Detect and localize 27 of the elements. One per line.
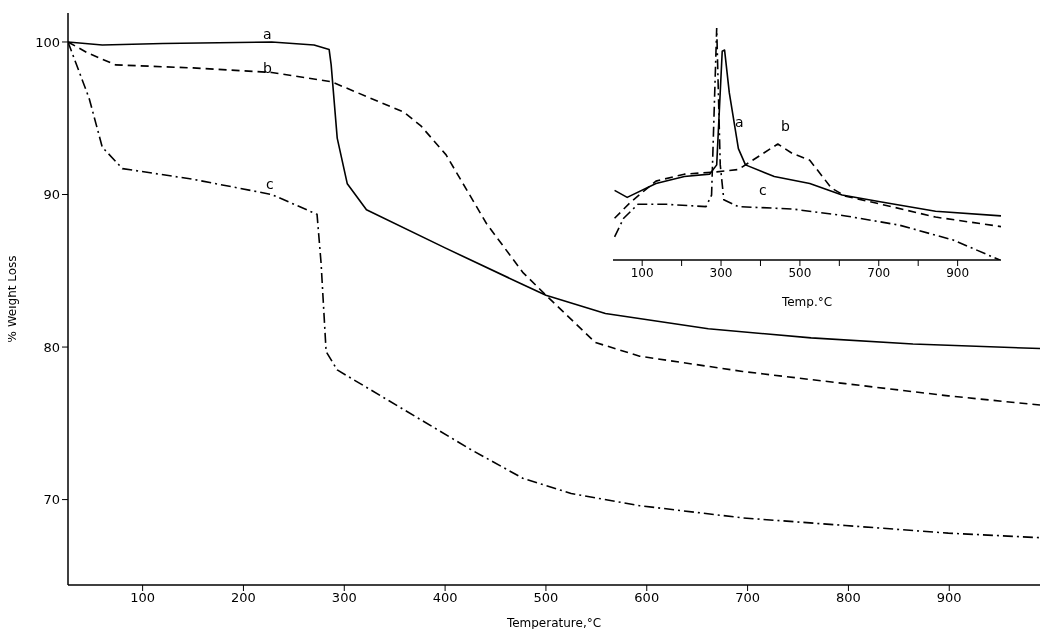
x-axis-title: Temp.°C: [780, 295, 833, 309]
x-tick-label: 900: [946, 265, 970, 280]
x-tick-label: 500: [788, 265, 812, 280]
x-tick-label: 300: [709, 265, 733, 280]
series-label: b: [263, 60, 272, 76]
y-axis-title: % Weight Loss: [5, 255, 20, 343]
x-tick-label: 700: [867, 265, 891, 280]
x-tick-label: 600: [634, 590, 660, 606]
y-tick-label: 90: [43, 187, 60, 203]
x-tick-label: 900: [936, 590, 962, 606]
y-tick-label: 80: [43, 339, 60, 355]
x-tick-label: 100: [630, 265, 654, 280]
x-tick-label: 300: [331, 590, 357, 606]
x-tick-label: 700: [735, 590, 761, 606]
series-label: b: [781, 118, 790, 134]
x-axis-title: Temperature,°C: [505, 616, 602, 630]
x-tick-label: 400: [432, 590, 458, 606]
series-label: c: [759, 182, 767, 198]
series-label: a: [735, 114, 744, 130]
y-tick-label: 70: [43, 492, 60, 508]
x-tick-label: 200: [231, 590, 256, 606]
series-label: c: [266, 176, 274, 192]
x-tick-label: 500: [533, 590, 559, 606]
x-tick-label: 800: [836, 590, 861, 606]
y-tick-label: 100: [35, 34, 60, 50]
series-label: a: [263, 26, 272, 42]
x-tick-label: 100: [130, 590, 156, 606]
